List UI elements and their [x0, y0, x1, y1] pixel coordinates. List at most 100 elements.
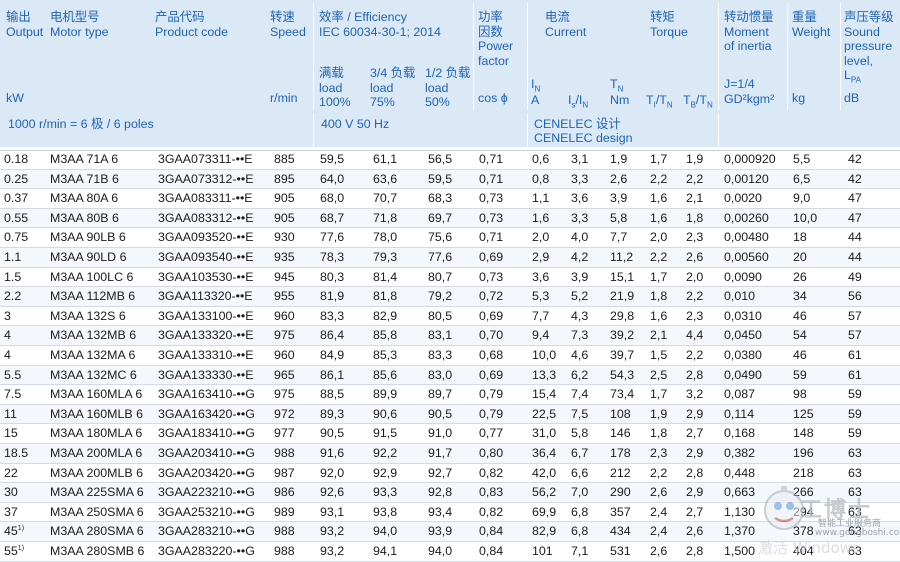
eff-100-cell: 86,1 [320, 367, 345, 382]
torque-tn-cell: 146 [610, 426, 631, 441]
current-in-cell: 0,8 [532, 171, 550, 186]
motor-type-cell: M3AA 250SMA 6 [50, 504, 144, 519]
weight-cell: 196 [793, 446, 814, 460]
moment-cell: 0,00120 [724, 171, 769, 186]
table-row: 0.25 M3AA 71B 6 3GAA073312-••E 895 64,0 63,6 5… [0, 169, 900, 190]
table-row: 451) M3AA 280SMA 6 3GAA283210-••G 988 93,2 94… [0, 522, 900, 542]
eff-75-cell: 81,4 [373, 269, 398, 284]
eff-75-cell: 61,1 [373, 152, 398, 166]
voltage-label: 400 V 50 Hz [321, 117, 390, 131]
tb-tn-cell: 2,8 [686, 465, 704, 480]
moment-cell: 0,000920 [724, 152, 776, 166]
weight-cell: 98 [793, 387, 807, 402]
current-in-cell: 1,6 [532, 210, 550, 225]
is-in-cell: 5,2 [571, 289, 589, 304]
weight-cell: 5,5 [793, 152, 811, 166]
eff-50-cell: 83,1 [428, 328, 453, 343]
output-cell: 4 [4, 348, 11, 362]
tb-tn-cell: 2,7 [686, 426, 704, 441]
weight-cell: 20 [793, 250, 807, 264]
eff-50-cell: 92,7 [428, 465, 453, 480]
is-in-cell: 7,0 [571, 485, 589, 500]
power-factor-cell: 0,73 [479, 269, 504, 284]
motor-type-cell: M3AA 80B 6 [50, 210, 119, 225]
sound-cell: 63 [848, 465, 862, 480]
motor-type-cell: M3AA 280SMA 6 [50, 524, 144, 539]
weight-cell: 125 [793, 406, 814, 421]
footnote-marker: 1) [17, 544, 25, 552]
torque-tn-cell: 3,9 [610, 191, 628, 206]
eff-100-cell: 64,0 [320, 171, 345, 186]
eff-100-cell: 84,9 [320, 348, 345, 362]
header-tb-tn: TB/TN [683, 93, 713, 110]
moment-cell: 0,00480 [724, 230, 769, 245]
torque-tn-cell: 15,1 [610, 269, 635, 284]
sound-cell: 44 [848, 250, 862, 264]
eff-100-cell: 77,6 [320, 230, 345, 245]
ti-tn-cell: 1,7 [650, 387, 668, 402]
current-in-cell: 42,0 [532, 465, 557, 480]
sound-cell: 63 [848, 485, 862, 500]
eff-75-cell: 93,8 [373, 504, 398, 519]
moment-cell: 1,130 [724, 504, 756, 519]
table-row: 3 M3AA 132S 6 3GAA133100-••E 960 83,3 82,9 80,… [0, 307, 900, 327]
footnote-marker: 1) [17, 525, 25, 533]
speed-cell: 988 [274, 544, 295, 558]
table-row: 1.1 M3AA 90LD 6 3GAA093540-••E 935 78,3 79,3 7… [0, 248, 900, 268]
motor-type-cell: M3AA 132MA 6 [50, 348, 136, 362]
ti-tn-cell: 2,4 [650, 524, 668, 539]
windows-activation-watermark: 激活 Windows [758, 539, 860, 557]
is-in-cell: 6,7 [571, 446, 589, 460]
cenelec-en-label: CENELEC design [534, 131, 633, 145]
power-factor-cell: 0,80 [479, 446, 504, 460]
product-code-cell: 3GAA283220-••G [158, 544, 255, 558]
output-cell: 5.5 [4, 367, 22, 382]
tb-tn-cell: 2,3 [686, 308, 704, 323]
header-speed-unit: r/min [270, 91, 298, 105]
power-factor-cell: 0,77 [479, 426, 504, 441]
moment-cell: 0,0310 [724, 308, 762, 323]
eff-75-cell: 94,0 [373, 524, 398, 539]
weight-cell: 46 [793, 308, 807, 323]
moment-cell: 1,500 [724, 544, 756, 558]
row-divider [0, 482, 900, 484]
torque-tn-cell: 39,2 [610, 328, 635, 343]
speed-cell: 935 [274, 250, 295, 264]
row-divider [0, 423, 900, 425]
power-factor-cell: 0,71 [479, 230, 504, 245]
sound-cell: 47 [848, 191, 862, 206]
eff-50-cell: 94,0 [428, 544, 453, 558]
speed-cell: 972 [274, 406, 295, 421]
eff-50-cell: 80,7 [428, 269, 453, 284]
product-code-cell: 3GAA133100-••E [158, 308, 254, 323]
ti-tn-cell: 1,5 [650, 348, 668, 362]
eff-100-cell: 59,5 [320, 152, 345, 166]
power-factor-cell: 0,69 [479, 308, 504, 323]
output-cell: 22 [4, 465, 18, 480]
speed-cell: 960 [274, 308, 295, 323]
header-power-factor: 功率 因数 Power factor [478, 10, 514, 68]
table-row: 15 M3AA 180MLA 6 3GAA183410-••G 977 90,5 91,5… [0, 424, 900, 444]
table-row: 1.5 M3AA 100LC 6 3GAA103530-••E 945 80,3 81,4… [0, 268, 900, 288]
product-code-cell: 3GAA093540-••E [158, 250, 254, 264]
sound-cell: 57 [848, 328, 862, 343]
poles-label: 1000 r/min = 6 极 / 6 poles [8, 117, 154, 131]
row-divider [0, 344, 900, 346]
eff-50-cell: 91,0 [428, 426, 453, 441]
table-row: 22 M3AA 200MLB 6 3GAA203420-••G 987 92,0 92,9… [0, 464, 900, 484]
header-in: IN [531, 77, 541, 94]
power-factor-cell: 0,72 [479, 289, 504, 304]
is-in-cell: 6,2 [571, 367, 589, 382]
table-row: 11 M3AA 160MLB 6 3GAA163420-••G 972 89,3 90,6… [0, 404, 900, 425]
moment-cell: 0,663 [724, 485, 756, 500]
eff-75-cell: 71,8 [373, 210, 398, 225]
eff-50-cell: 92,8 [428, 485, 453, 500]
eff-50-cell: 83,0 [428, 367, 453, 382]
power-factor-cell: 0,73 [479, 210, 504, 225]
tb-tn-cell: 2,0 [686, 269, 704, 284]
current-in-cell: 10,0 [532, 348, 557, 362]
is-in-cell: 4,3 [571, 308, 589, 323]
sound-cell: 59 [848, 387, 862, 402]
current-in-cell: 56,2 [532, 485, 557, 500]
sound-cell: 61 [848, 348, 862, 362]
